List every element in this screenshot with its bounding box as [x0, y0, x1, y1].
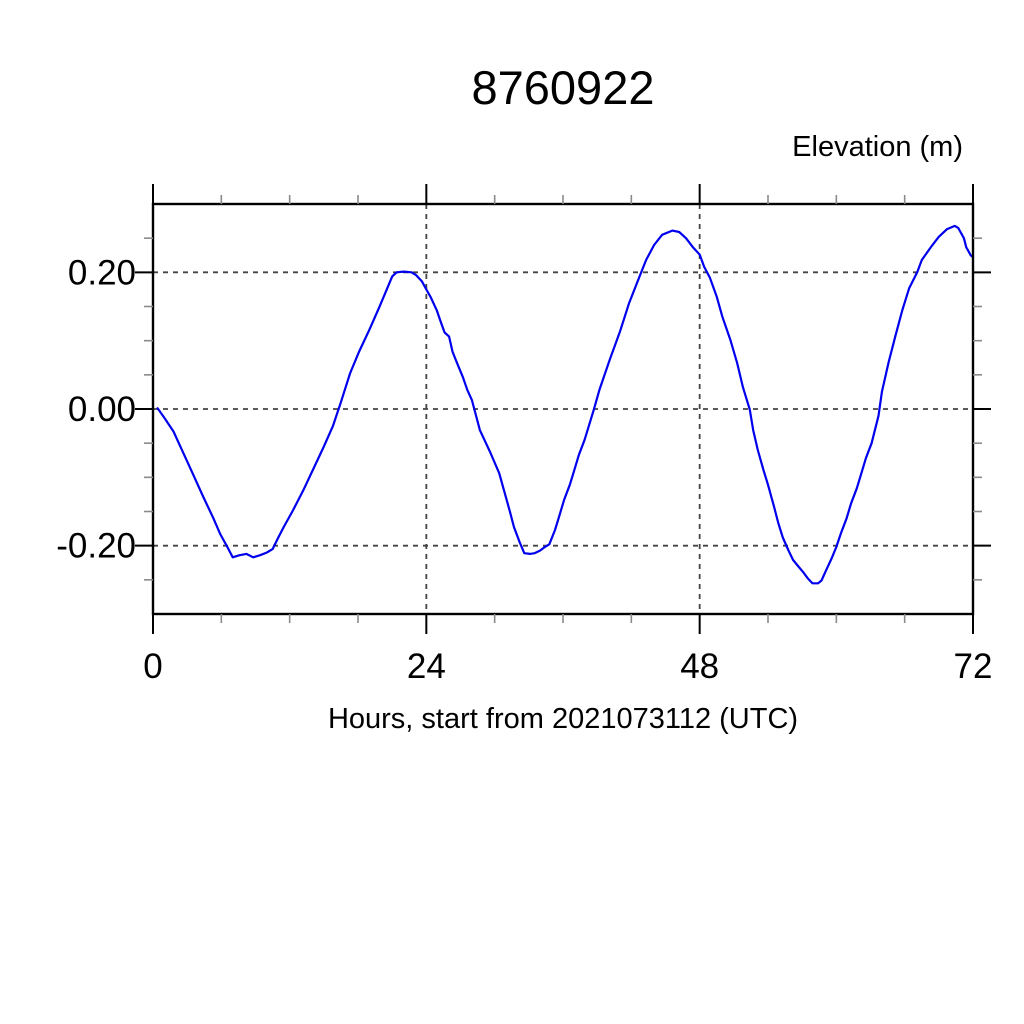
x-tick-label: 0	[143, 647, 162, 686]
y-tick-label: 0.00	[68, 390, 136, 429]
x-tick-label: 72	[954, 647, 993, 686]
tide-curve	[156, 224, 975, 585]
x-tick-label: 48	[680, 647, 719, 686]
y-axis-header: Elevation (m)	[792, 131, 963, 163]
y-tick-label: 0.20	[68, 253, 136, 292]
y-tick-label: -0.20	[56, 527, 136, 566]
x-tick-label: 24	[407, 647, 446, 686]
x-axis-title: Hours, start from 2021073112 (UTC)	[327, 703, 799, 735]
chart-title: 8760922	[471, 61, 655, 114]
